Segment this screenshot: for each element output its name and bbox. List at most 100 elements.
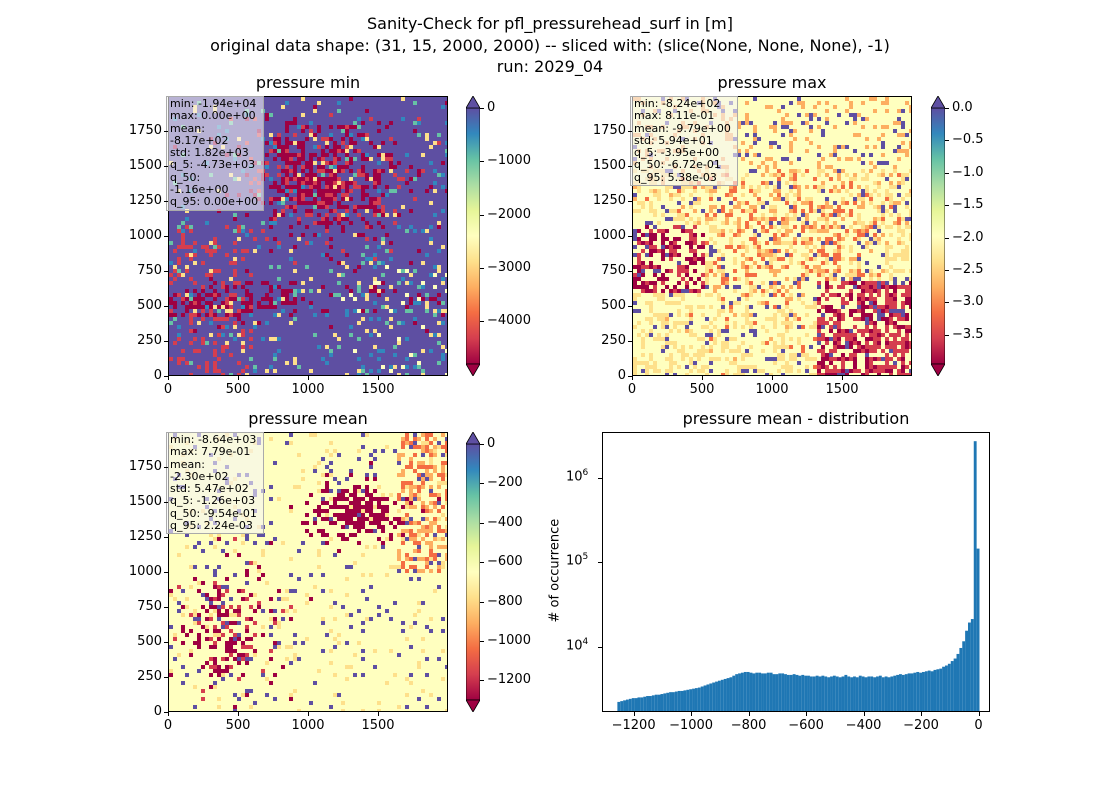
- colorbar-pressure-min: [465, 95, 481, 377]
- y-tick-label: 1250: [128, 529, 162, 544]
- histogram-bar: [663, 693, 667, 711]
- histogram-bar: [913, 672, 917, 711]
- colorbar-tick-label: 0.0: [952, 100, 973, 115]
- y-tick-mark: [164, 537, 168, 538]
- stats-box-pressure-min: min: -1.94e+04 max: 0.00e+00 mean: -8.17e+…: [166, 96, 264, 211]
- histogram-bar: [853, 676, 856, 711]
- histogram-bar: [870, 676, 874, 711]
- histogram-bar: [855, 677, 859, 711]
- histogram-bar: [761, 673, 764, 711]
- histogram-bar: [812, 676, 816, 711]
- stat-line: min: -8.64e+03: [170, 433, 257, 446]
- histogram-bar: [844, 674, 848, 711]
- x-tick-label: −600: [788, 718, 824, 733]
- figure-title-line-1: Sanity-Check for pfl_pressurehead_surf i…: [367, 14, 733, 33]
- histogram-bar: [700, 686, 704, 711]
- y-tick-label: 250: [137, 669, 162, 684]
- colorbar-tick-mark: [480, 483, 484, 485]
- colorbar-tick-mark: [480, 321, 484, 323]
- histogram-y-axis-label: # of occurrence: [547, 518, 563, 623]
- x-tick-mark: [748, 712, 750, 716]
- stat-line: max: 0.00e+00: [170, 109, 256, 123]
- histogram-bar: [850, 677, 854, 711]
- colorbar-tick-mark: [480, 601, 484, 603]
- histogram-bar: [841, 676, 845, 711]
- y-tick-mark: [164, 201, 168, 202]
- y-tick-mark: [628, 376, 632, 377]
- colorbar-tick-label: −2000: [487, 206, 531, 222]
- panel-title-distribution: pressure mean - distribution: [682, 409, 910, 428]
- y-tick-mark: [164, 166, 168, 167]
- histogram-bar: [628, 698, 632, 711]
- colorbar-tick-mark: [945, 270, 949, 272]
- histogram-bar: [830, 676, 833, 711]
- histogram-bar: [666, 692, 670, 711]
- y-tick-label: 250: [601, 333, 626, 348]
- histogram-bar: [623, 700, 626, 711]
- histogram-bar: [815, 675, 819, 711]
- stat-line: mean: -9.79e+00: [634, 121, 731, 135]
- colorbar-tick-mark: [945, 302, 949, 304]
- histogram-bar: [732, 675, 736, 711]
- histogram-bar: [809, 676, 813, 711]
- x-tick-label: 500: [225, 718, 251, 733]
- histogram-bar: [930, 671, 934, 711]
- histogram-bar: [959, 647, 963, 711]
- stat-line: q_95: 5.38e-03: [634, 170, 717, 184]
- histogram-bar: [769, 672, 773, 711]
- x-tick-label: 0: [163, 382, 173, 397]
- panel-title-pressure-min: pressure min: [255, 73, 361, 92]
- histogram-bar: [720, 679, 724, 711]
- histogram-bar: [858, 675, 862, 711]
- colorbar-tick-mark: [480, 161, 484, 163]
- histogram-bar: [646, 696, 649, 711]
- y-tick-mark: [628, 271, 632, 272]
- histogram-bar: [910, 673, 914, 711]
- histogram-bar: [697, 687, 701, 711]
- histogram-bar: [956, 653, 960, 711]
- histogram-bar: [674, 691, 678, 711]
- histogram-bar: [677, 690, 681, 711]
- y-tick-label: 1000: [592, 228, 626, 243]
- histogram-bar: [962, 641, 966, 711]
- figure-title-line-3: run: 2029_04: [496, 57, 604, 76]
- stat-line: std: 1.82e+03: [170, 146, 249, 160]
- histogram-bar: [838, 677, 842, 711]
- histogram-bar: [625, 699, 629, 711]
- histogram-bar: [887, 677, 891, 711]
- colorbar-tick-label: 0: [487, 100, 496, 115]
- x-tick-mark: [806, 712, 808, 716]
- histogram-bar: [683, 690, 687, 711]
- x-tick-label: 1000: [755, 382, 789, 397]
- histogram-bar: [689, 689, 693, 711]
- histogram-bar: [766, 672, 770, 711]
- x-tick-mark: [308, 712, 309, 716]
- colorbar-tick-mark: [480, 562, 484, 564]
- histogram-bar: [648, 696, 652, 711]
- colorbar-extend-max: [930, 95, 946, 109]
- histogram-bar: [835, 676, 839, 711]
- y-tick-mark: [628, 236, 632, 237]
- histogram-bar: [637, 697, 641, 711]
- y-tick-mark: [164, 712, 168, 713]
- x-tick-label: −1200: [611, 718, 656, 733]
- histogram-bar: [924, 671, 928, 711]
- colorbar-extend-max: [465, 95, 481, 109]
- x-tick-label: 1500: [361, 382, 395, 397]
- x-tick-mark: [772, 376, 773, 380]
- colorbar-extend-min: [930, 363, 946, 377]
- y-tick-mark: [598, 562, 602, 564]
- histogram-bar: [772, 674, 776, 711]
- colorbar-gradient: [465, 107, 481, 365]
- y-tick-mark: [628, 131, 632, 132]
- histogram-bar: [654, 694, 658, 711]
- x-tick-mark: [921, 712, 923, 716]
- colorbar-tick-mark: [480, 522, 484, 524]
- y-tick-mark: [164, 306, 168, 307]
- histogram-bar: [631, 698, 635, 711]
- histogram-bar: [738, 673, 741, 711]
- histogram-bar: [703, 685, 707, 711]
- colorbar-tick-label: −1000: [487, 153, 531, 169]
- histogram-bar: [933, 669, 937, 711]
- histogram-bar: [873, 677, 877, 711]
